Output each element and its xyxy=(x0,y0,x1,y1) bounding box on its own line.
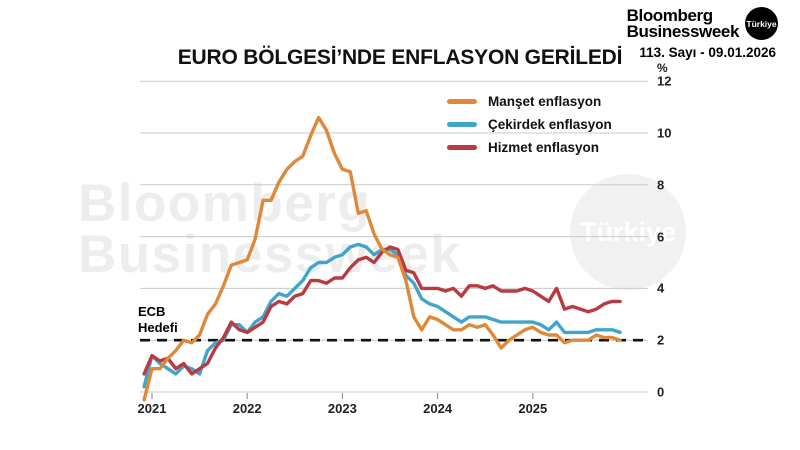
legend-label-manset: Manşet enflasyon xyxy=(488,94,602,109)
y-axis-tick-label: 0 xyxy=(657,384,665,400)
x-axis-tick-label: 2021 xyxy=(137,401,167,416)
logo-line2: Businessweek xyxy=(626,21,740,41)
legend-swatch-hizmet xyxy=(447,145,477,150)
watermark-line1: Bloomberg xyxy=(78,174,372,233)
y-axis-tick-label: 6 xyxy=(657,229,665,245)
legend-swatch-manset xyxy=(447,99,477,104)
legend-item-cekirdek: Çekirdek enflasyon xyxy=(447,113,612,136)
logo-line1: Bloomberg xyxy=(626,5,714,25)
chart-title: EURO BÖLGESİ’NDE ENFLASYON GERİLEDİ xyxy=(177,46,623,69)
y-axis-tick-label: 4 xyxy=(657,280,665,296)
x-axis-tick-label: 2022 xyxy=(232,401,262,416)
legend-item-manset: Manşet enflasyon xyxy=(447,90,612,113)
watermark-turkiye-label: Türkiye xyxy=(579,216,677,247)
x-axis-tick-label: 2023 xyxy=(327,401,357,416)
y-axis-tick-label: 12 xyxy=(657,73,672,89)
series-line-2 xyxy=(142,245,622,376)
turkiye-badge-label: Türkiye xyxy=(746,18,777,29)
legend-swatch-cekirdek xyxy=(447,122,477,127)
y-axis-tick-label: 8 xyxy=(657,177,665,193)
legend-label-cekirdek: Çekirdek enflasyon xyxy=(488,117,612,132)
ecb-target-annotation: ECB Hedefi xyxy=(138,304,178,335)
x-axis-tick-label: 2025 xyxy=(518,401,548,416)
issue-date: 113. Sayı - 09.01.2026 xyxy=(639,45,776,60)
chart-legend: Manşet enflasyon Çekirdek enflasyon Hizm… xyxy=(447,90,612,159)
watermark-turkiye-circle: Türkiye xyxy=(570,174,686,290)
y-axis-tick-label: 2 xyxy=(657,332,665,348)
y-axis-tick-label: 10 xyxy=(657,125,672,141)
y-axis-unit-label: % xyxy=(657,61,668,76)
bloomberg-businessweek-logo: Bloomberg Businessweek Türkiye xyxy=(627,7,778,40)
ecb-target-line2: Hedefi xyxy=(138,319,178,335)
ecb-target-line1: ECB xyxy=(138,304,166,319)
series-line-1 xyxy=(142,242,622,389)
logo-wordmark: Bloomberg Businessweek xyxy=(626,5,740,41)
series-line-0 xyxy=(142,115,622,402)
turkiye-badge-icon: Türkiye xyxy=(745,7,778,40)
x-axis-tick-label: 2024 xyxy=(423,401,453,416)
legend-item-hizmet: Hizmet enflasyon xyxy=(447,136,612,159)
legend-label-hizmet: Hizmet enflasyon xyxy=(488,140,600,155)
